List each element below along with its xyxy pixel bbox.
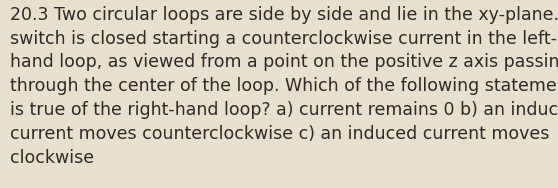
Text: 20.3 Two circular loops are side by side and lie in the xy-plane. A
switch is cl: 20.3 Two circular loops are side by side…: [10, 6, 558, 167]
